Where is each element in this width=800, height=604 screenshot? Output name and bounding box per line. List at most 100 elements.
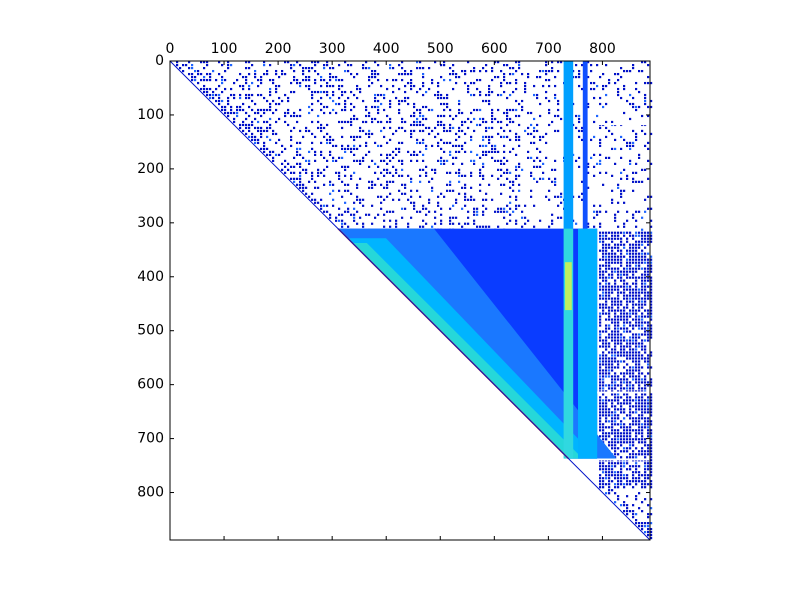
matrix-cell [515,135,518,139]
matrix-cell [218,102,221,106]
matrix-cell [443,159,446,162]
matrix-cell [635,294,638,297]
matrix-cell [587,102,590,106]
matrix-cell [635,462,638,465]
matrix-cell [605,276,608,279]
matrix-cell [443,78,446,82]
matrix-cell [401,183,404,186]
matrix-cell [422,93,425,97]
matrix-cell [227,66,230,70]
matrix-cell [611,447,614,450]
matrix-cell [410,69,413,73]
matrix-cell [422,84,425,88]
matrix-cell [344,189,347,192]
matrix-cell [620,240,623,243]
matrix-cell [515,222,518,225]
x-tick-label: 100 [211,41,238,57]
matrix-cell [605,390,608,393]
matrix-cell [254,138,257,142]
matrix-cell [608,312,611,315]
matrix-cell [641,411,644,414]
matrix-cell [470,138,473,142]
matrix-cell [422,66,425,70]
matrix-cell [458,102,461,106]
matrix-cell [197,72,200,76]
matrix-cell [629,141,632,145]
matrix-cell [641,297,644,300]
matrix-cell [644,531,647,534]
matrix-cell [386,180,389,183]
matrix-cell [281,168,284,171]
matrix-cell [218,99,221,103]
matrix-cell [623,336,626,339]
matrix-cell [623,273,626,276]
x-tick-label: 400 [373,41,400,57]
matrix-cell [230,87,233,91]
matrix-cell [638,423,641,426]
matrix-cell [605,156,608,159]
matrix-cell [509,195,512,198]
matrix-cell [614,423,617,426]
matrix-cell [365,153,368,157]
matrix-cell [470,198,473,201]
matrix-cell [599,96,602,100]
matrix-cell [386,141,389,145]
matrix-cell [224,78,227,82]
matrix-cell [203,84,206,88]
matrix-cell [629,69,632,73]
matrix-cell [290,165,293,168]
matrix-cell [632,255,635,258]
matrix-cell [623,222,626,225]
matrix-cell [464,69,467,73]
matrix-cell [599,330,602,333]
matrix-cell [452,72,455,76]
matrix-cell [368,132,371,136]
matrix-cell [476,213,479,216]
matrix-cell [617,333,620,336]
matrix-cell [599,480,602,483]
matrix-cell [212,96,215,100]
matrix-cell [344,120,347,124]
matrix-cell [626,384,629,387]
matrix-cell [614,450,617,453]
matrix-cell [650,276,653,279]
matrix-cell [602,330,605,333]
matrix-cell [473,198,476,201]
matrix-cell [647,426,650,429]
matrix-cell [623,399,626,402]
matrix-cell [419,174,422,177]
matrix-cell [227,114,230,118]
matrix-cell [281,69,284,73]
matrix-cell [188,72,191,76]
matrix-cell [416,108,419,112]
matrix-cell [269,93,272,97]
matrix-cell [605,120,608,124]
matrix-cell [302,183,305,186]
matrix-cell [389,66,392,70]
matrix-cell [311,120,314,124]
matrix-cell [641,357,644,360]
matrix-cell [629,456,632,459]
matrix-cell [443,102,446,106]
matrix-cell [602,303,605,306]
matrix-cell [485,225,488,228]
matrix-cell [608,432,611,435]
matrix-cell [467,198,470,201]
matrix-cell [614,375,617,378]
matrix-cell [362,198,365,201]
matrix-cell [536,156,539,159]
matrix-cell [617,480,620,483]
matrix-cell [455,138,458,142]
matrix-cell [272,78,275,82]
matrix-cell [197,69,200,73]
matrix-cell [641,450,644,453]
matrix-cell [650,264,653,267]
matrix-cell [503,210,506,213]
matrix-cell [614,381,617,384]
matrix-cell [599,141,602,145]
matrix-cell [611,273,614,276]
matrix-cell [611,369,614,372]
matrix-cell [641,267,644,270]
matrix-cell [401,216,404,219]
matrix-cell [305,66,308,70]
